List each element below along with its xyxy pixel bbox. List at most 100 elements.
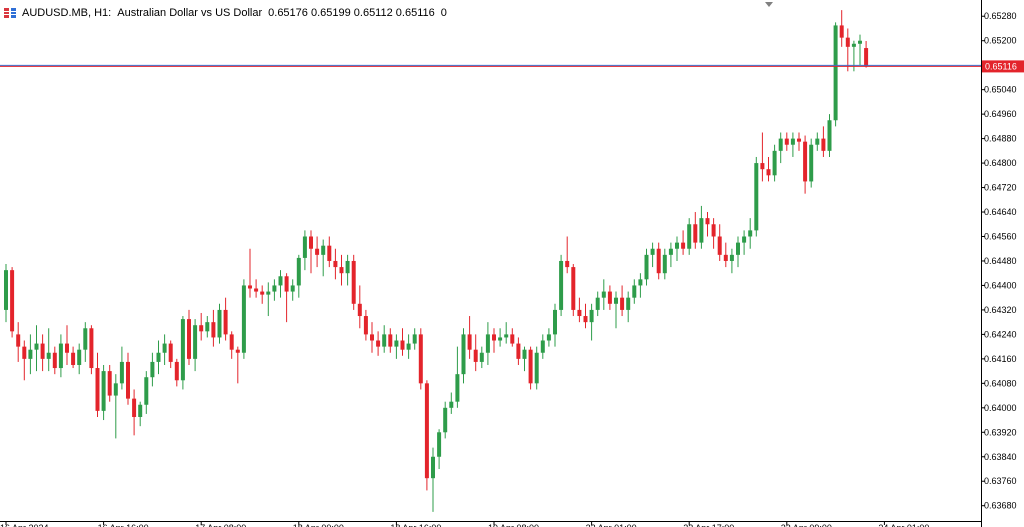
- candle-body: [559, 260, 564, 310]
- plot-area: [0, 0, 982, 527]
- x-tick-label: 17 Apr 08:00: [195, 523, 246, 527]
- candle-body: [699, 218, 704, 243]
- y-tick-label: 0.64400: [984, 280, 1017, 290]
- candle-body: [540, 340, 545, 353]
- y-tick-label: 0.64240: [984, 329, 1017, 339]
- candle-body: [296, 257, 301, 286]
- price-axis[interactable]: 0.652800.652000.651200.650400.649600.648…: [981, 11, 1024, 511]
- candle-body: [437, 432, 442, 457]
- candle-body: [199, 325, 204, 332]
- candle-body: [229, 334, 234, 350]
- candle-body: [119, 361, 124, 384]
- candle-body: [138, 404, 143, 417]
- candle-body: [345, 260, 350, 274]
- candle-body: [217, 309, 222, 338]
- candle-body: [327, 245, 332, 261]
- candle-body: [235, 349, 240, 353]
- y-tick-label: 0.65280: [984, 11, 1017, 21]
- candle-body: [528, 349, 533, 384]
- candle-body: [406, 343, 411, 350]
- x-tick-label: 19 Apr 08:00: [488, 523, 539, 527]
- candle-body: [797, 138, 801, 142]
- ohlc-readout: 0.65176 0.65199 0.65112 0.65116: [268, 7, 435, 19]
- candle-body: [52, 352, 57, 369]
- x-tick-label: 23 Apr 09:00: [781, 523, 832, 527]
- y-tick-label: 0.64960: [984, 109, 1017, 119]
- y-tick-label: 0.64800: [984, 158, 1017, 168]
- candle-body: [650, 248, 655, 255]
- candle-body: [205, 322, 210, 332]
- candle-body: [504, 334, 509, 338]
- chart-bars-icon: [4, 8, 16, 18]
- candle-body: [16, 334, 21, 347]
- time-axis[interactable]: 16 Apr 2024 16 Apr 16:00 17 Apr 08:00 18 Ap…: [0, 521, 929, 527]
- y-tick-label: 0.63840: [984, 452, 1017, 462]
- candle-body: [382, 334, 387, 347]
- candle-body: [89, 328, 94, 369]
- y-tick-label: 0.65200: [984, 36, 1017, 46]
- candle-body: [333, 260, 338, 268]
- price-lines: [0, 64, 981, 67]
- candle-body: [601, 291, 606, 298]
- candle-body: [77, 349, 82, 365]
- candle-body: [363, 316, 368, 335]
- candle-body: [717, 236, 722, 255]
- candle-body: [577, 309, 582, 317]
- current-price-tag: [982, 60, 1024, 73]
- candle-body: [132, 398, 137, 417]
- candle-body: [485, 334, 490, 353]
- candle-body: [302, 236, 307, 258]
- y-tick-label: 0.64640: [984, 207, 1017, 217]
- candle-body: [351, 260, 356, 304]
- candle-body: [455, 374, 460, 402]
- candle-body: [742, 236, 747, 243]
- y-tick-label: 0.64320: [984, 305, 1017, 315]
- candle-body: [516, 343, 521, 359]
- candle-body: [546, 334, 551, 341]
- candle-body: [620, 297, 625, 310]
- candle-body: [101, 371, 106, 411]
- candle-body: [315, 248, 320, 255]
- candle-body: [461, 334, 466, 375]
- candle-body: [223, 309, 228, 335]
- candle-body: [83, 328, 88, 350]
- candle-body: [614, 297, 618, 304]
- y-tick-label: 0.63680: [984, 501, 1017, 511]
- candle-body: [534, 352, 539, 384]
- candle-body: [418, 334, 423, 384]
- candle-body: [815, 138, 820, 145]
- candle-body: [309, 236, 313, 249]
- y-tick-label: 0.64560: [984, 231, 1017, 241]
- candle-body: [168, 343, 173, 362]
- time-axis-line: [0, 521, 981, 522]
- candle-body: [498, 337, 503, 341]
- candle-body: [809, 144, 814, 182]
- candle-body: [248, 285, 252, 289]
- candle-body: [388, 334, 393, 347]
- candle-body: [565, 260, 570, 268]
- y-tick-label: 0.64880: [984, 134, 1017, 144]
- candle-body: [107, 371, 112, 396]
- candle-body: [748, 230, 753, 237]
- candle-body: [803, 141, 808, 182]
- candle-body: [607, 291, 612, 304]
- candle-body: [400, 340, 405, 350]
- candle-body: [46, 352, 51, 359]
- candle-body: [827, 120, 832, 151]
- shift-marker-icon[interactable]: [765, 2, 773, 7]
- candle-body: [34, 343, 39, 350]
- candle-body: [595, 297, 600, 310]
- y-tick-label: 0.63920: [984, 427, 1017, 437]
- candle-body: [376, 340, 381, 347]
- instrument-description: Australian Dollar vs US Dollar: [117, 7, 263, 19]
- candle-body: [687, 224, 692, 249]
- candle-body: [668, 248, 673, 255]
- candle-body: [65, 343, 69, 353]
- candle-body: [681, 242, 686, 249]
- candle-body: [790, 138, 795, 145]
- candle-body: [662, 254, 667, 274]
- candles-group: [4, 10, 869, 512]
- candle-body: [278, 276, 283, 286]
